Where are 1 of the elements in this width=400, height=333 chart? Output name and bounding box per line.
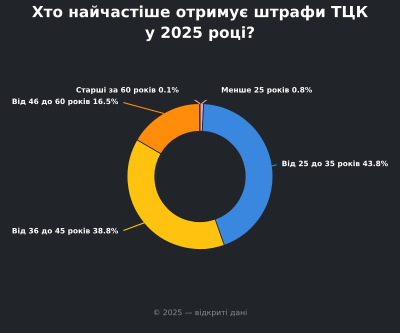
chart-title: Хто найчастіше отримує штрафи ТЦК у 2025 році? xyxy=(32,5,368,42)
